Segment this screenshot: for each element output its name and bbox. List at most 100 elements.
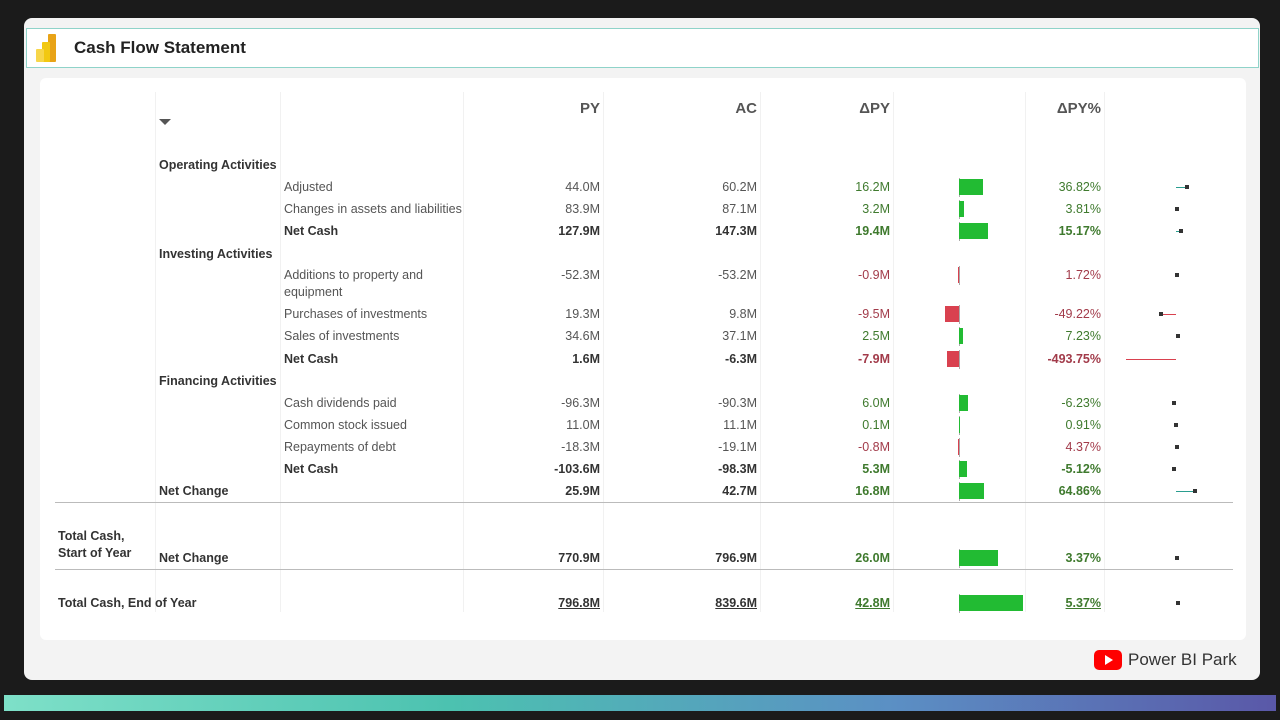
delta-py-pct-lollipop-line bbox=[1161, 314, 1176, 315]
py-value: 83.9M bbox=[565, 202, 600, 216]
header-delta-py[interactable]: ΔPY bbox=[859, 100, 890, 117]
total-divider bbox=[55, 569, 1233, 570]
power-bi-logo-icon bbox=[36, 34, 56, 62]
row-item-label: Adjusted bbox=[284, 180, 333, 194]
sort-dropdown-icon[interactable] bbox=[159, 119, 171, 125]
ac-value: 796.9M bbox=[715, 551, 757, 565]
column-divider bbox=[1025, 92, 1026, 612]
delta-py-bar bbox=[959, 223, 989, 239]
ac-value: -53.2M bbox=[718, 268, 757, 282]
delta-py-pct-value: -6.23% bbox=[1061, 396, 1101, 410]
delta-py-bar bbox=[959, 595, 1024, 611]
delta-py-value: 6.0M bbox=[862, 396, 890, 410]
column-divider bbox=[603, 92, 604, 612]
delta-py-pct-value: 64.86% bbox=[1058, 484, 1101, 498]
row-item-label: Cash dividends paid bbox=[284, 396, 397, 410]
py-value: 1.6M bbox=[572, 352, 600, 366]
row-item-label: Net Cash bbox=[284, 462, 339, 476]
delta-py-value: 0.1M bbox=[862, 418, 890, 432]
delta-py-value: 5.3M bbox=[862, 462, 890, 476]
delta-py-pct-lollipop-dot bbox=[1193, 489, 1198, 493]
py-value: 44.0M bbox=[565, 180, 600, 194]
delta-py-pct-lollipop-dot bbox=[1175, 601, 1180, 605]
header-delta-py-pct[interactable]: ΔPY% bbox=[1056, 100, 1101, 117]
ac-value: -6.3M bbox=[725, 352, 757, 366]
delta-py-value: 19.4M bbox=[855, 224, 890, 238]
delta-py-bar bbox=[959, 201, 964, 217]
row-item-label: Sales of investments bbox=[284, 329, 400, 343]
ac-value: -90.3M bbox=[718, 396, 757, 410]
ac-value: 11.1M bbox=[723, 418, 757, 432]
header-py[interactable]: PY bbox=[579, 100, 600, 117]
row-item-label: Net Cash bbox=[284, 352, 339, 366]
delta-py-pct-lollipop-dot bbox=[1172, 467, 1177, 471]
row-category-label[interactable]: Operating Activities bbox=[159, 158, 277, 172]
delta-py-pct-lollipop-dot bbox=[1175, 445, 1180, 449]
row-item-label: Additions to property and bbox=[284, 268, 423, 282]
column-divider bbox=[893, 92, 894, 612]
py-value: -96.3M bbox=[561, 396, 600, 410]
column-divider bbox=[1104, 92, 1105, 612]
row-group-label: Total Cash, End of Year bbox=[58, 596, 197, 610]
row-item-label: Purchases of investments bbox=[284, 307, 428, 321]
title-bar: Cash Flow Statement bbox=[26, 28, 1259, 68]
delta-py-pct-value: 7.23% bbox=[1065, 329, 1101, 343]
row-item-label: Repayments of debt bbox=[284, 440, 396, 454]
row-category-label[interactable]: Financing Activities bbox=[159, 374, 277, 388]
delta-py-pct-value: -5.12% bbox=[1061, 462, 1101, 476]
py-value: -18.3M bbox=[561, 440, 600, 454]
delta-py-pct-lollipop-dot bbox=[1178, 229, 1183, 233]
header-ac[interactable]: AC bbox=[735, 100, 757, 117]
delta-py-pct-lollipop-line bbox=[1176, 231, 1181, 232]
ac-value: -98.3M bbox=[718, 462, 757, 476]
delta-py-pct-lollipop-line bbox=[1126, 359, 1176, 360]
delta-py-value: 42.8M bbox=[855, 596, 890, 610]
ac-value: 9.8M bbox=[729, 307, 757, 321]
row-group-label-2: Start of Year bbox=[58, 546, 132, 560]
row-category-label[interactable]: Investing Activities bbox=[159, 247, 273, 261]
delta-py-pct-value: 3.81% bbox=[1065, 202, 1101, 216]
column-divider bbox=[280, 92, 281, 612]
row-item-label: Net Cash bbox=[284, 224, 339, 238]
delta-py-bar bbox=[959, 417, 960, 433]
ac-value: 60.2M bbox=[722, 180, 757, 194]
delta-py-pct-value: 36.82% bbox=[1058, 180, 1101, 194]
bar-axis bbox=[959, 350, 960, 369]
ac-value: 87.1M bbox=[722, 202, 757, 216]
delta-py-pct-lollipop-dot bbox=[1172, 401, 1177, 405]
delta-py-value: -7.9M bbox=[858, 352, 890, 366]
delta-py-bar bbox=[959, 461, 967, 477]
delta-py-pct-lollipop-line bbox=[1176, 491, 1196, 492]
row-item-label: Common stock issued bbox=[284, 418, 407, 432]
delta-py-value: -0.9M bbox=[858, 268, 890, 282]
delta-py-pct-value: 5.37% bbox=[1065, 596, 1101, 610]
ac-value: 37.1M bbox=[722, 329, 757, 343]
delta-py-bar bbox=[959, 395, 968, 411]
row-item-label: Changes in assets and liabilities bbox=[284, 202, 462, 216]
gradient-strip bbox=[4, 695, 1276, 711]
delta-py-pct-lollipop-dot bbox=[1159, 312, 1164, 316]
delta-py-bar bbox=[959, 328, 963, 344]
column-divider bbox=[155, 92, 156, 612]
delta-py-pct-lollipop-dot bbox=[1175, 556, 1179, 560]
py-value: 11.0M bbox=[566, 418, 600, 432]
brand-footer[interactable]: Power BI Park bbox=[1094, 650, 1237, 670]
ac-value: 839.6M bbox=[715, 596, 757, 610]
delta-py-pct-lollipop-dot bbox=[1174, 423, 1179, 427]
matrix-visual-card bbox=[40, 78, 1246, 640]
delta-py-pct-value: 4.37% bbox=[1065, 440, 1101, 454]
page-title: Cash Flow Statement bbox=[74, 38, 246, 57]
youtube-icon bbox=[1094, 650, 1122, 670]
delta-py-pct-lollipop-dot bbox=[1185, 185, 1190, 189]
row-item-label-2: equipment bbox=[284, 285, 343, 299]
py-value: -52.3M bbox=[561, 268, 600, 282]
brand-name: Power BI Park bbox=[1128, 650, 1237, 669]
bar-axis bbox=[959, 438, 960, 457]
delta-py-value: 16.2M bbox=[855, 180, 890, 194]
delta-py-pct-lollipop-dot bbox=[1174, 273, 1179, 277]
py-value: -103.6M bbox=[554, 462, 600, 476]
delta-py-pct-value: -493.75% bbox=[1047, 352, 1101, 366]
row-category-label[interactable]: Net Change bbox=[159, 484, 229, 498]
row-category-label[interactable]: Net Change bbox=[159, 551, 229, 565]
delta-py-value: 26.0M bbox=[855, 551, 890, 565]
